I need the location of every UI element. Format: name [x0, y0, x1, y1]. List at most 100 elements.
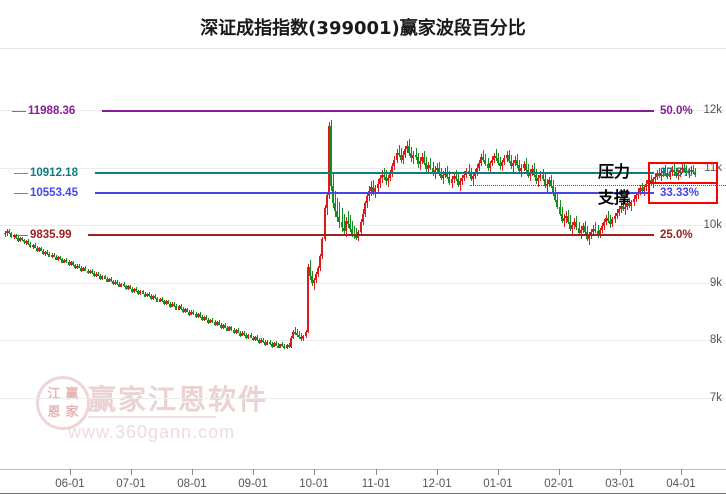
candle-body — [69, 262, 72, 265]
candle-body — [175, 306, 178, 310]
candle-body — [524, 164, 527, 170]
candle-body — [241, 332, 244, 336]
candle-body — [463, 174, 466, 178]
candle-body — [82, 267, 85, 271]
candle-body — [550, 180, 553, 187]
candle-body — [202, 316, 205, 320]
candle-body — [615, 212, 618, 216]
candle-body — [46, 251, 49, 254]
candle-body — [289, 337, 292, 347]
candle-body — [14, 235, 17, 238]
candle-body — [147, 293, 150, 296]
candle-body — [674, 172, 677, 176]
candle-body — [416, 157, 419, 165]
level-price-label: 11988.36 — [28, 104, 76, 117]
candle-body — [583, 226, 586, 233]
candle-body — [283, 346, 286, 348]
candle-body — [522, 164, 525, 168]
candle-body — [600, 226, 603, 230]
candle-body — [325, 195, 328, 209]
candle-body — [382, 174, 385, 177]
candle-body — [169, 303, 172, 307]
candle-body — [327, 126, 330, 196]
candle-body — [217, 321, 220, 325]
candle-body — [431, 167, 434, 174]
candle-body — [376, 183, 379, 189]
candle-body — [6, 230, 9, 233]
candle-body — [319, 256, 322, 268]
x-axis-tick-label: 10-01 — [299, 478, 329, 490]
candle-body — [575, 221, 578, 228]
y-axis-tick-label: 7k — [709, 392, 722, 404]
x-axis-tick-mark — [681, 469, 682, 475]
x-axis-tick-mark — [620, 469, 621, 475]
candle-body — [543, 179, 546, 187]
candle-body — [116, 281, 119, 284]
candle-body — [412, 154, 415, 159]
candle-body — [569, 221, 572, 229]
watermark-rule — [88, 416, 216, 418]
watermark-seal-char: 赢 — [65, 386, 79, 402]
watermark-seal-char: 家 — [65, 404, 79, 420]
candle-body — [469, 173, 472, 180]
level-price-label: 9835.99 — [30, 228, 72, 241]
candle-body — [685, 169, 688, 174]
candle-body — [277, 345, 280, 348]
candle-body — [156, 298, 159, 302]
candle-body — [306, 266, 309, 332]
candle-body — [154, 296, 157, 299]
candle-body — [349, 224, 351, 230]
candle-body — [266, 341, 269, 345]
candle-body — [205, 316, 208, 320]
candle-body — [535, 174, 538, 182]
x-axis-tick-label: 07-01 — [116, 478, 146, 490]
candle-body — [503, 158, 506, 162]
candle-body — [691, 169, 694, 173]
chart-plot-area[interactable]: 江赢恩家赢家江恩软件 www.360gann.com 12k 11k 10k 9k 8k 7… — [0, 52, 726, 494]
candle-body — [42, 250, 45, 255]
gridline — [0, 398, 726, 399]
candle-body — [607, 218, 610, 221]
y-axis-tick-label: 10k — [703, 219, 722, 232]
annotation-resistance: 压力 — [598, 161, 631, 181]
candle-body — [427, 165, 430, 169]
candle-wick — [560, 199, 561, 216]
candle-body — [226, 327, 229, 331]
candle-body — [454, 175, 457, 180]
candle-body — [456, 179, 459, 185]
candle-body — [626, 203, 629, 207]
candle-body — [655, 173, 658, 177]
candle-body — [556, 199, 559, 207]
candle-body — [554, 194, 557, 200]
candle-body — [78, 265, 81, 268]
candle-body — [334, 203, 337, 211]
candle-wick — [350, 214, 351, 233]
candle-body — [160, 298, 163, 302]
x-axis-tick-mark — [192, 469, 193, 475]
candle-wick — [547, 179, 548, 193]
candle-body — [545, 183, 548, 187]
x-axis-tick-label: 02-01 — [544, 478, 574, 490]
candle-body — [18, 238, 21, 242]
candle-body — [374, 188, 377, 193]
x-axis-tick-mark — [314, 469, 315, 475]
level-line-33.33 — [95, 192, 654, 195]
candle-body — [114, 281, 117, 285]
candle-wick — [287, 344, 288, 349]
candle-body — [439, 173, 442, 178]
candle-body — [689, 169, 692, 172]
candle-body — [67, 262, 70, 265]
level-percent-label: 50.0% — [660, 104, 693, 117]
candle-body — [344, 220, 347, 231]
candle-body — [230, 327, 233, 331]
x-axis-tick-label: 03-01 — [605, 478, 635, 490]
candle-body — [97, 273, 100, 276]
candle-body — [179, 306, 182, 309]
level-left-stub — [14, 172, 28, 174]
candle-body — [533, 168, 536, 175]
candle-body — [611, 219, 614, 225]
candle-body — [664, 171, 667, 174]
level-line-25.0 — [88, 233, 654, 236]
watermark-seal-characters: 江赢恩家 — [45, 385, 81, 421]
x-axis-tick-mark — [253, 469, 254, 475]
